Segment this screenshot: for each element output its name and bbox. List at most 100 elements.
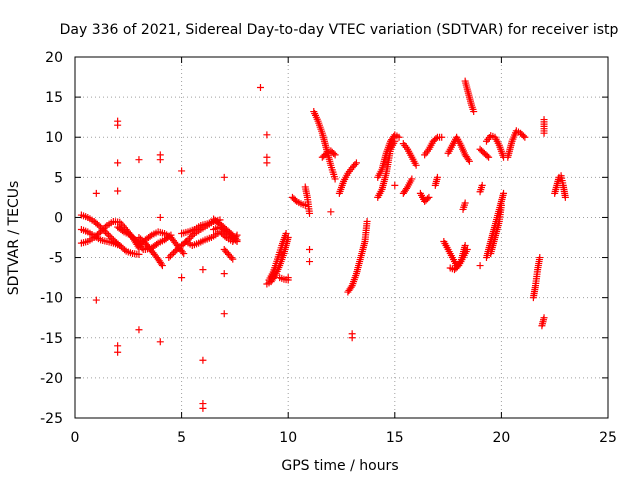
- data-points: [77, 77, 569, 412]
- data-point: [126, 231, 134, 239]
- data-point: [114, 121, 122, 129]
- data-point: [178, 167, 186, 175]
- data-point: [306, 209, 314, 217]
- data-point: [470, 108, 478, 116]
- data-point: [403, 185, 411, 193]
- data-point: [465, 157, 473, 165]
- x-tick-label: 0: [71, 430, 80, 446]
- x-tick-label: 10: [279, 430, 297, 446]
- data-point: [233, 231, 241, 239]
- y-tick-label: -25: [40, 411, 63, 427]
- data-point: [412, 161, 420, 169]
- data-point: [114, 348, 122, 356]
- data-point: [432, 135, 440, 143]
- data-point: [438, 133, 446, 141]
- data-point: [178, 248, 186, 256]
- data-point: [331, 151, 339, 159]
- y-axis-label: SDTVAR / TECUs: [6, 181, 22, 296]
- data-point: [116, 242, 124, 250]
- data-point: [114, 342, 122, 350]
- plot-frame: [74, 56, 609, 419]
- data-point: [135, 156, 143, 164]
- data-point: [348, 334, 356, 342]
- x-axis-label: GPS time / hours: [281, 458, 398, 474]
- data-point: [391, 137, 399, 145]
- data-point: [500, 189, 508, 197]
- data-point: [114, 187, 122, 195]
- data-point: [165, 254, 173, 262]
- data-point: [187, 233, 195, 241]
- data-point: [167, 231, 175, 239]
- y-tick-label: 5: [54, 170, 63, 186]
- data-point: [461, 242, 469, 250]
- data-point: [497, 201, 505, 209]
- data-point: [521, 133, 529, 141]
- data-point: [464, 156, 472, 164]
- data-point: [256, 83, 264, 91]
- data-point: [146, 232, 154, 240]
- data-point: [95, 222, 103, 230]
- data-point: [114, 159, 122, 167]
- y-tick-label: 0: [54, 210, 63, 226]
- data-point: [352, 159, 360, 167]
- data-point: [463, 246, 471, 254]
- data-point: [263, 131, 271, 139]
- data-point: [331, 175, 339, 183]
- data-point: [156, 338, 164, 346]
- y-tick-label: -5: [49, 251, 63, 267]
- x-tick-label: 5: [177, 430, 186, 446]
- data-point: [263, 159, 271, 167]
- data-point: [97, 228, 105, 236]
- y-tick-label: -15: [40, 331, 63, 347]
- data-point: [306, 246, 314, 254]
- data-point: [291, 196, 299, 204]
- data-point: [92, 296, 100, 304]
- data-point: [363, 217, 371, 225]
- data-point: [391, 181, 399, 189]
- data-point: [170, 249, 178, 257]
- chart-title: Day 336 of 2021, Sidereal Day-to-day VTE…: [60, 22, 619, 38]
- data-point: [103, 229, 111, 237]
- data-point: [100, 225, 108, 233]
- data-point: [95, 229, 103, 237]
- data-point: [165, 232, 173, 240]
- data-point: [330, 150, 338, 158]
- data-point: [227, 230, 235, 238]
- data-point: [135, 326, 143, 334]
- data-point: [483, 152, 491, 160]
- data-point: [461, 199, 469, 207]
- data-point: [156, 156, 164, 164]
- data-point: [321, 151, 329, 159]
- data-point: [540, 314, 548, 322]
- data-point: [561, 193, 569, 201]
- data-point: [92, 189, 100, 197]
- data-point: [519, 132, 527, 140]
- data-point: [540, 129, 548, 137]
- data-point: [227, 254, 235, 262]
- data-point: [232, 233, 240, 241]
- data-point: [306, 258, 314, 266]
- data-point: [106, 233, 114, 241]
- data-point: [408, 175, 416, 183]
- data-point: [157, 260, 165, 268]
- data-point: [423, 195, 431, 203]
- y-tick-label: 15: [45, 90, 63, 106]
- data-point: [101, 223, 109, 231]
- data-point: [158, 262, 166, 270]
- data-point: [98, 226, 106, 234]
- x-tick-label: 25: [599, 430, 617, 446]
- data-point: [118, 227, 126, 235]
- data-point: [166, 252, 174, 260]
- x-tick-label: 20: [492, 430, 510, 446]
- data-point: [130, 234, 138, 242]
- data-point: [168, 250, 176, 258]
- data-point: [347, 283, 355, 291]
- data-point: [199, 266, 207, 274]
- data-point: [476, 262, 484, 270]
- data-point: [121, 246, 129, 254]
- data-point: [135, 250, 143, 258]
- data-point: [229, 255, 237, 263]
- data-point: [395, 133, 403, 141]
- data-point: [351, 160, 359, 168]
